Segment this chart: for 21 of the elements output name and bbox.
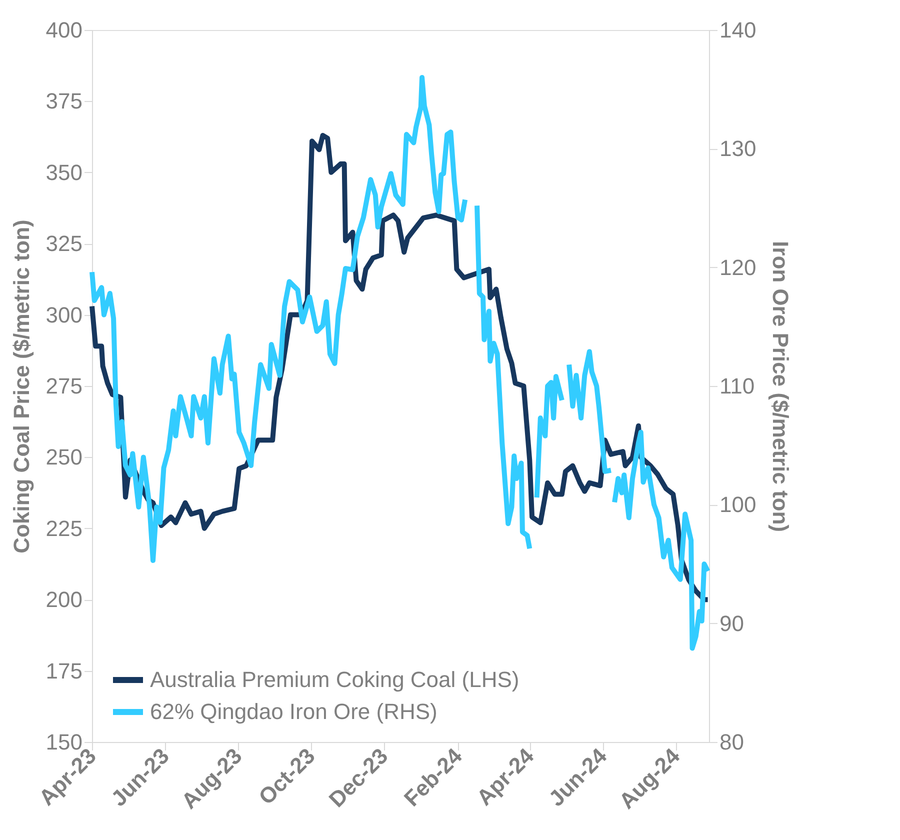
y2-tick-label: 110 bbox=[720, 374, 755, 398]
legend-label: 62% Qingdao Iron Ore (RHS) bbox=[150, 699, 438, 724]
y-tick-label: 300 bbox=[46, 302, 82, 328]
y2-tick-label: 130 bbox=[720, 136, 756, 162]
y2-tick-label: 80 bbox=[720, 730, 744, 754]
y-tick-label: 275 bbox=[46, 374, 82, 398]
y-tick-label: 250 bbox=[46, 444, 82, 470]
y-tick-label: 225 bbox=[46, 516, 82, 541]
y2-tick-label: 140 bbox=[720, 18, 756, 42]
y-tick-label: 200 bbox=[46, 587, 82, 612]
y2-tick-label: 90 bbox=[720, 610, 744, 636]
y-tick-label: 375 bbox=[46, 88, 82, 114]
y2-axis-title: Iron Ore Price ($/metric ton) bbox=[768, 241, 794, 532]
y-tick-label: 400 bbox=[46, 18, 82, 42]
y-axis-title: Coking Coal Price ($/metric ton) bbox=[8, 220, 34, 554]
y2-tick-label: 120 bbox=[720, 254, 756, 280]
y-tick-label: 175 bbox=[46, 658, 82, 684]
y-tick-label: 325 bbox=[46, 231, 82, 256]
y2-tick-label: 100 bbox=[720, 492, 756, 518]
y-tick-label: 350 bbox=[46, 160, 82, 185]
legend-label: Australia Premium Coking Coal (LHS) bbox=[150, 667, 520, 692]
